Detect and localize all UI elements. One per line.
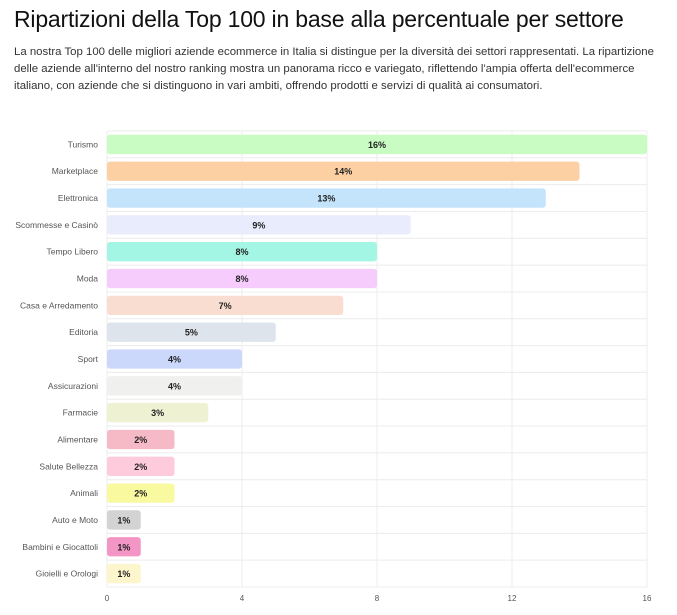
x-tick-label: 0: [105, 594, 110, 603]
value-label: 1%: [117, 515, 130, 525]
category-label: Salute Bellezza: [39, 461, 98, 471]
bar: [107, 510, 141, 530]
category-label: Moda: [77, 274, 99, 284]
bar: [107, 188, 546, 208]
page-description: La nostra Top 100 delle migliori aziende…: [14, 46, 654, 92]
value-label: 3%: [151, 408, 164, 418]
value-label: 8%: [235, 247, 248, 257]
bar: [107, 483, 175, 503]
x-tick-label: 4: [240, 594, 245, 603]
category-label: Bambini e Giocattoli: [22, 542, 98, 552]
chart-bars: [107, 134, 647, 584]
bar: [107, 161, 580, 181]
bar: [107, 376, 242, 396]
category-label: Alimentare: [57, 434, 98, 444]
x-axis-ticks: 0 4 8 12 16: [105, 594, 652, 603]
value-label: 2%: [134, 462, 147, 472]
category-label: Editoria: [69, 327, 98, 337]
bar: [107, 402, 209, 423]
value-label: 2%: [134, 489, 147, 499]
category-labels: Turismo Marketplace Elettronica Scommesse e…: [15, 139, 98, 578]
value-label: 1%: [117, 542, 130, 552]
value-label: 5%: [185, 328, 198, 338]
chart-grid: [106, 130, 648, 588]
category-label: Turismo: [68, 139, 99, 149]
category-label: Marketplace: [52, 166, 99, 176]
category-label: Elettronica: [58, 193, 98, 203]
value-label: 1%: [117, 569, 130, 579]
bar: [107, 349, 242, 369]
value-label: 8%: [235, 274, 248, 284]
category-label: Sport: [78, 354, 99, 364]
value-label: 7%: [219, 301, 232, 311]
bar: [107, 215, 411, 235]
category-label: Scommesse e Casinò: [15, 220, 98, 230]
value-label: 9%: [252, 220, 265, 230]
category-label: Auto e Moto: [52, 515, 98, 525]
x-tick-label: 8: [375, 594, 380, 603]
bar: [107, 322, 276, 342]
page-title: Ripartizioni della Top 100 in base alla …: [14, 6, 624, 32]
value-label: 16%: [368, 140, 386, 150]
value-label: 13%: [317, 194, 335, 204]
category-label: Animali: [70, 488, 98, 498]
bar: [107, 563, 141, 584]
bar: [107, 295, 344, 316]
category-label: Assicurazioni: [48, 381, 98, 391]
category-label: Farmacie: [63, 408, 99, 418]
bar: [107, 429, 175, 450]
value-label: 14%: [334, 167, 352, 177]
bar: [107, 456, 175, 476]
bar: [107, 134, 647, 155]
bar: [107, 242, 377, 262]
x-tick-label: 12: [508, 594, 517, 603]
category-label: Tempo Libero: [46, 247, 98, 257]
value-label: 4%: [168, 355, 181, 365]
value-label: 4%: [168, 381, 181, 391]
value-label: 2%: [134, 435, 147, 445]
bar: [107, 537, 141, 557]
x-tick-label: 16: [643, 594, 652, 603]
category-label: Gioielli e Orologi: [36, 569, 98, 579]
category-label: Casa e Arredamento: [20, 300, 98, 310]
value-labels: 16% 14% 13% 9% 8% 8% 7% 5% 4% 4% 3% 2% 2% 2% 1% 1% 1%: [117, 140, 386, 579]
bar: [107, 268, 377, 289]
